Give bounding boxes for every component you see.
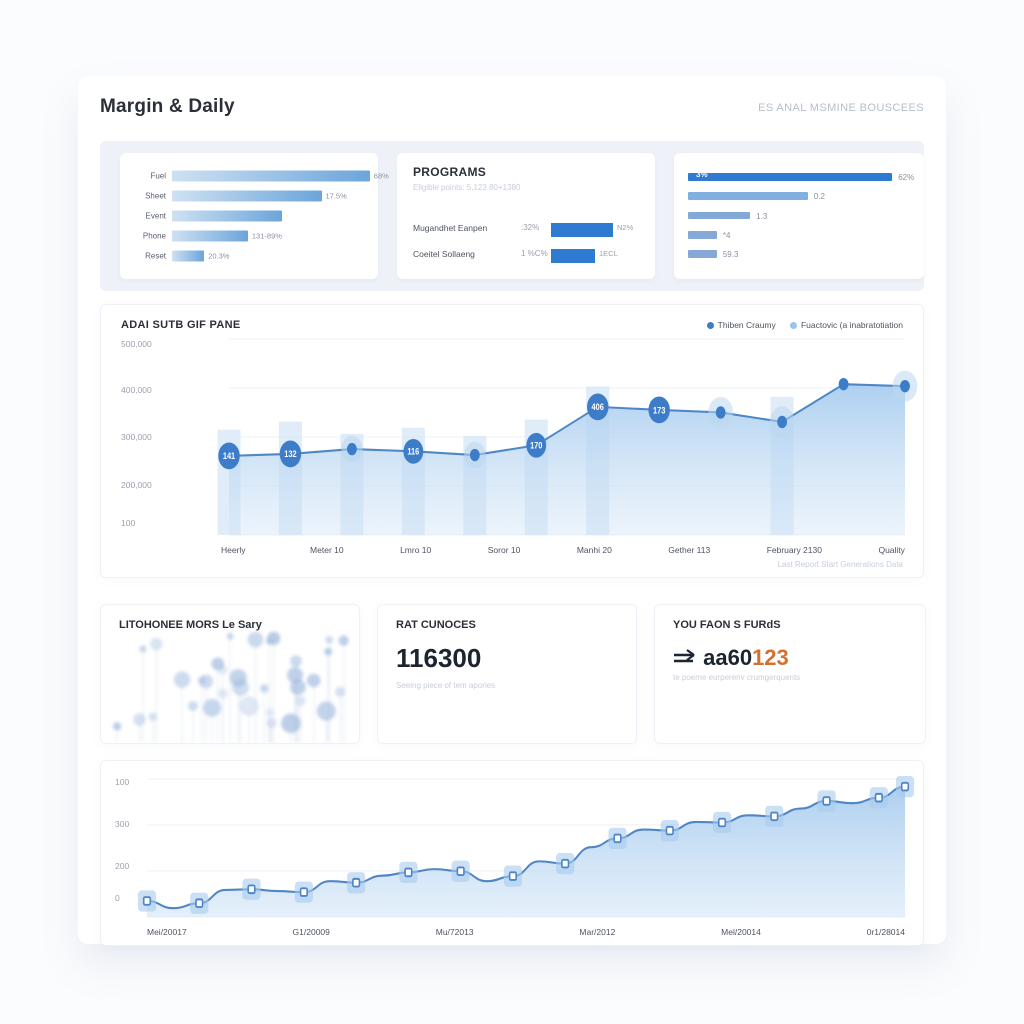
svg-text:116: 116 [407,446,419,457]
svg-text:132: 132 [284,448,297,459]
svg-text:170: 170 [530,440,543,451]
svg-text:406: 406 [592,401,605,412]
svg-text:173: 173 [653,404,666,415]
svg-text:141: 141 [223,450,236,461]
